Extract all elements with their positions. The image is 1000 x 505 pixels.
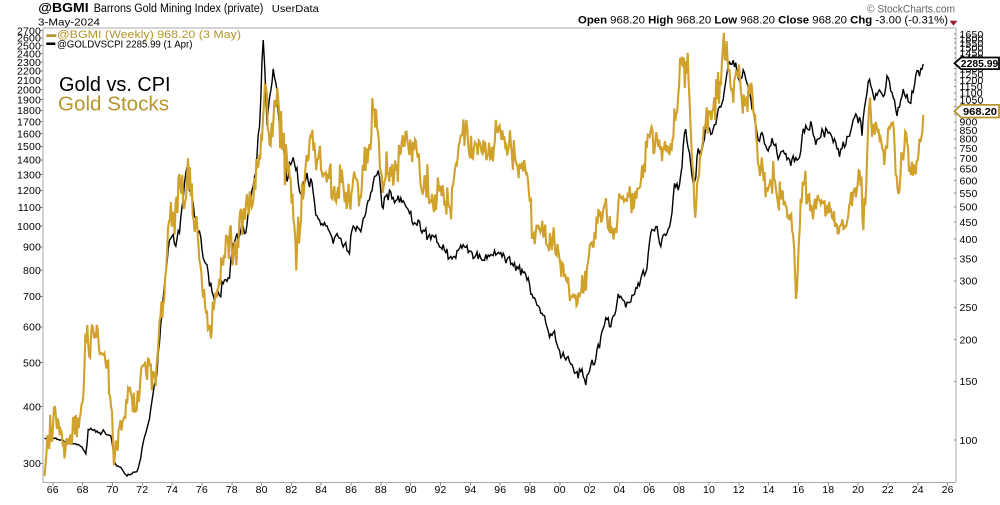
svg-text:94: 94: [464, 484, 476, 496]
svg-text:@GOLDVSCPI 2285.99 (1 Apr): @GOLDVSCPI 2285.99 (1 Apr): [57, 39, 193, 50]
svg-text:1650: 1650: [960, 29, 984, 41]
svg-text:2100: 2100: [17, 75, 41, 87]
svg-text:1150: 1150: [960, 81, 983, 93]
svg-text:1500: 1500: [17, 141, 41, 153]
svg-text:2700: 2700: [17, 25, 41, 37]
svg-text:86: 86: [345, 484, 357, 496]
svg-text:14: 14: [763, 484, 775, 496]
svg-text:550: 550: [960, 188, 978, 200]
svg-text:78: 78: [226, 484, 238, 496]
svg-text:02: 02: [584, 484, 596, 496]
svg-text:88: 88: [375, 484, 387, 496]
svg-text:22: 22: [882, 484, 894, 496]
svg-text:1100: 1100: [960, 88, 983, 100]
svg-text:200: 200: [960, 334, 978, 346]
svg-text:Gold vs. CPI: Gold vs. CPI: [59, 74, 171, 96]
svg-text:350: 350: [960, 253, 978, 265]
svg-text:1100: 1100: [18, 202, 41, 214]
svg-text:04: 04: [614, 484, 626, 496]
svg-text:16: 16: [792, 484, 804, 496]
svg-text:300: 300: [23, 458, 41, 470]
svg-text:UserData: UserData: [272, 4, 319, 15]
svg-text:@BGMI: @BGMI: [38, 0, 88, 15]
svg-text:00: 00: [554, 484, 566, 496]
svg-text:700: 700: [960, 153, 978, 165]
svg-text:84: 84: [315, 484, 327, 496]
svg-text:600: 600: [960, 175, 978, 187]
svg-text:3-May-2024: 3-May-2024: [38, 17, 100, 29]
svg-text:© StockCharts.com: © StockCharts.com: [867, 3, 955, 15]
svg-text:10: 10: [703, 484, 715, 496]
svg-text:2300: 2300: [17, 57, 41, 69]
svg-text:2000: 2000: [17, 84, 41, 96]
svg-text:600: 600: [23, 322, 41, 334]
svg-text:968.20: 968.20: [963, 106, 997, 118]
svg-text:1200: 1200: [17, 185, 41, 197]
svg-text:90: 90: [405, 484, 417, 496]
svg-text:100: 100: [960, 435, 978, 447]
svg-text:68: 68: [77, 484, 89, 496]
svg-text:1700: 1700: [17, 116, 41, 128]
svg-text:2600: 2600: [17, 33, 41, 45]
svg-text:Gold Stocks: Gold Stocks: [58, 94, 169, 116]
svg-text:850: 850: [960, 125, 978, 137]
svg-text:2200: 2200: [17, 66, 41, 78]
svg-text:08: 08: [673, 484, 685, 496]
svg-text:26: 26: [942, 484, 954, 496]
svg-text:250: 250: [960, 302, 978, 314]
svg-text:500: 500: [23, 358, 41, 370]
svg-text:Barrons Gold Mining Index (pri: Barrons Gold Mining Index (private): [94, 3, 264, 15]
svg-text:06: 06: [643, 484, 655, 496]
svg-text:1800: 1800: [17, 105, 41, 117]
svg-text:Open 968.20 High 968.20 Low: Open 968.20 High 968.20 Low 968.20 Close…: [578, 14, 948, 26]
svg-text:300: 300: [960, 276, 978, 288]
svg-text:1000: 1000: [17, 221, 41, 233]
svg-text:400: 400: [960, 234, 978, 246]
svg-text:2400: 2400: [17, 49, 41, 61]
svg-text:92: 92: [435, 484, 447, 496]
svg-text:900: 900: [960, 117, 978, 129]
svg-text:1250: 1250: [960, 69, 984, 81]
svg-text:800: 800: [23, 265, 41, 277]
svg-text:70: 70: [107, 484, 119, 496]
svg-text:700: 700: [23, 291, 41, 303]
svg-text:1600: 1600: [17, 128, 41, 140]
svg-text:18: 18: [822, 484, 834, 496]
svg-text:24: 24: [912, 484, 924, 496]
svg-text:1300: 1300: [17, 169, 41, 181]
svg-text:150: 150: [960, 376, 978, 388]
svg-text:2500: 2500: [17, 41, 41, 53]
svg-text:500: 500: [960, 202, 978, 214]
svg-text:76: 76: [196, 484, 208, 496]
svg-text:2285.99: 2285.99: [961, 58, 999, 70]
svg-text:1400: 1400: [17, 155, 41, 167]
svg-text:1550: 1550: [960, 38, 984, 50]
svg-text:12: 12: [733, 484, 745, 496]
svg-text:900: 900: [23, 242, 41, 254]
svg-text:1050: 1050: [960, 94, 984, 106]
svg-text:66: 66: [47, 484, 59, 496]
svg-text:800: 800: [960, 134, 978, 146]
svg-text:82: 82: [285, 484, 297, 496]
svg-text:@BGMI (Weekly) 968.20 (3 May): @BGMI (Weekly) 968.20 (3 May): [57, 29, 241, 41]
svg-text:80: 80: [256, 484, 268, 496]
svg-text:400: 400: [23, 402, 41, 414]
svg-text:450: 450: [960, 217, 978, 229]
svg-text:750: 750: [960, 143, 978, 155]
svg-text:98: 98: [524, 484, 536, 496]
svg-text:650: 650: [960, 164, 978, 176]
svg-text:1600: 1600: [960, 33, 984, 45]
svg-text:96: 96: [494, 484, 506, 496]
svg-text:1200: 1200: [960, 75, 984, 87]
svg-text:20: 20: [852, 484, 864, 496]
svg-text:1500: 1500: [960, 43, 984, 55]
svg-text:72: 72: [136, 484, 148, 496]
svg-text:74: 74: [166, 484, 178, 496]
svg-text:1900: 1900: [17, 95, 41, 107]
